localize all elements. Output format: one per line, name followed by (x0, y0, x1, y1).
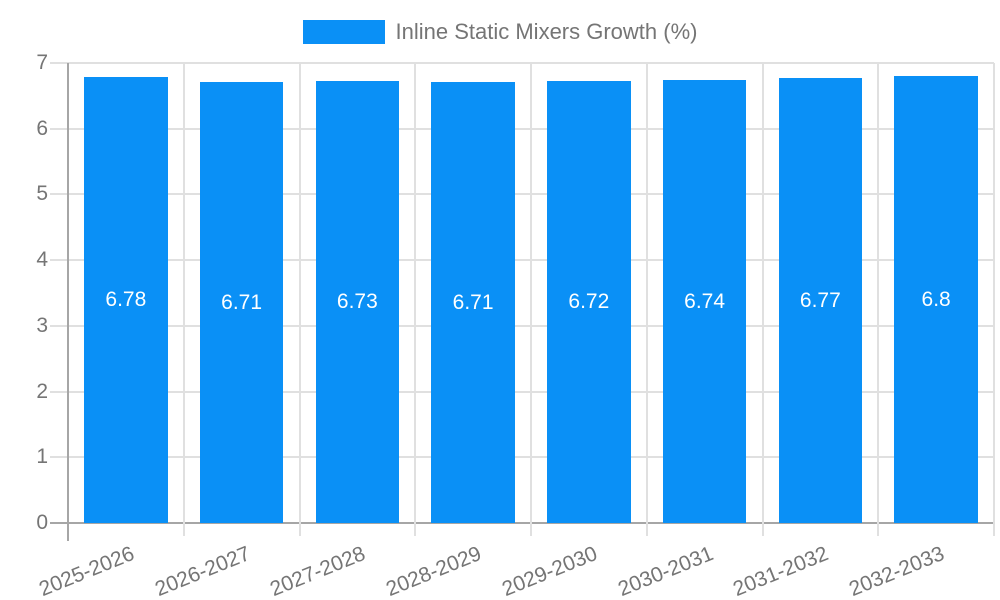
bar-value-label: 6.77 (799, 288, 841, 312)
y-tick-label: 4 (36, 248, 48, 272)
gridline-horizontal (50, 456, 994, 459)
gridline-vertical (182, 63, 185, 536)
y-tick-label: 5 (36, 182, 48, 206)
plot-area: 6.78 6.71 6.73 6.71 6.72 6.74 6.77 6.8 (50, 62, 995, 541)
legend-color-swatch (302, 20, 385, 44)
gridline-vertical (761, 63, 764, 536)
legend-series-label: Inline Static Mixers Growth (%) (395, 19, 698, 44)
bar-2027-2028[interactable]: 6.73 (315, 80, 400, 523)
gridline-vertical (530, 63, 532, 536)
bar-2030-2031[interactable]: 6.74 (662, 80, 747, 523)
bar-2026-2027[interactable]: 6.71 (199, 82, 284, 523)
gridline-horizontal (50, 324, 994, 327)
x-tick-label: 2025-2026 (35, 542, 138, 600)
gridline-vertical (645, 63, 648, 536)
gridline-vertical (993, 63, 995, 536)
x-axis-baseline (50, 522, 994, 524)
gridline-horizontal (50, 193, 994, 196)
x-tick-label: 2032-2033 (846, 542, 948, 600)
bar-value-label: 6.71 (221, 290, 263, 314)
gridline-vertical (298, 63, 301, 536)
bar-value-label: 6.73 (336, 289, 378, 313)
x-tick-label: 2028-2029 (383, 542, 485, 600)
y-axis-line (67, 63, 69, 541)
chart-legend[interactable]: Inline Static Mixers Growth (%) (0, 19, 1000, 45)
y-tick-label: 0 (36, 511, 48, 534)
gridline-horizontal (50, 259, 994, 262)
bar-2032-2033[interactable]: 6.8 (894, 76, 978, 523)
gridline-vertical (877, 63, 880, 536)
x-tick-label: 2031-2032 (730, 542, 832, 600)
y-tick-label: 1 (36, 445, 48, 469)
y-tick-label: 3 (36, 313, 48, 337)
bar-value-label: 6.78 (105, 288, 147, 312)
gridline-horizontal (50, 62, 994, 64)
bar-value-label: 6.8 (921, 287, 951, 311)
bar-value-label: 6.72 (568, 290, 610, 314)
bar-value-label: 6.71 (452, 290, 494, 314)
x-tick-label: 2027-2028 (267, 542, 369, 600)
bar-2031-2032[interactable]: 6.77 (778, 78, 863, 523)
y-tick-label: 7 (36, 51, 48, 74)
bar-value-label: 6.74 (684, 289, 726, 313)
y-tick-label: 2 (36, 379, 48, 403)
gridline-vertical (414, 63, 417, 536)
x-tick-label: 2029-2030 (498, 542, 601, 600)
y-tick-label: 6 (36, 116, 48, 140)
gridline-horizontal (50, 127, 994, 130)
bar-2025-2026[interactable]: 6.78 (84, 77, 168, 523)
x-tick-label: 2026-2027 (151, 542, 254, 600)
bar-2028-2029[interactable]: 6.71 (431, 82, 515, 523)
bar-2029-2030[interactable]: 6.72 (547, 81, 631, 523)
gridline-horizontal (50, 390, 994, 393)
x-tick-label: 2030-2031 (614, 542, 717, 600)
